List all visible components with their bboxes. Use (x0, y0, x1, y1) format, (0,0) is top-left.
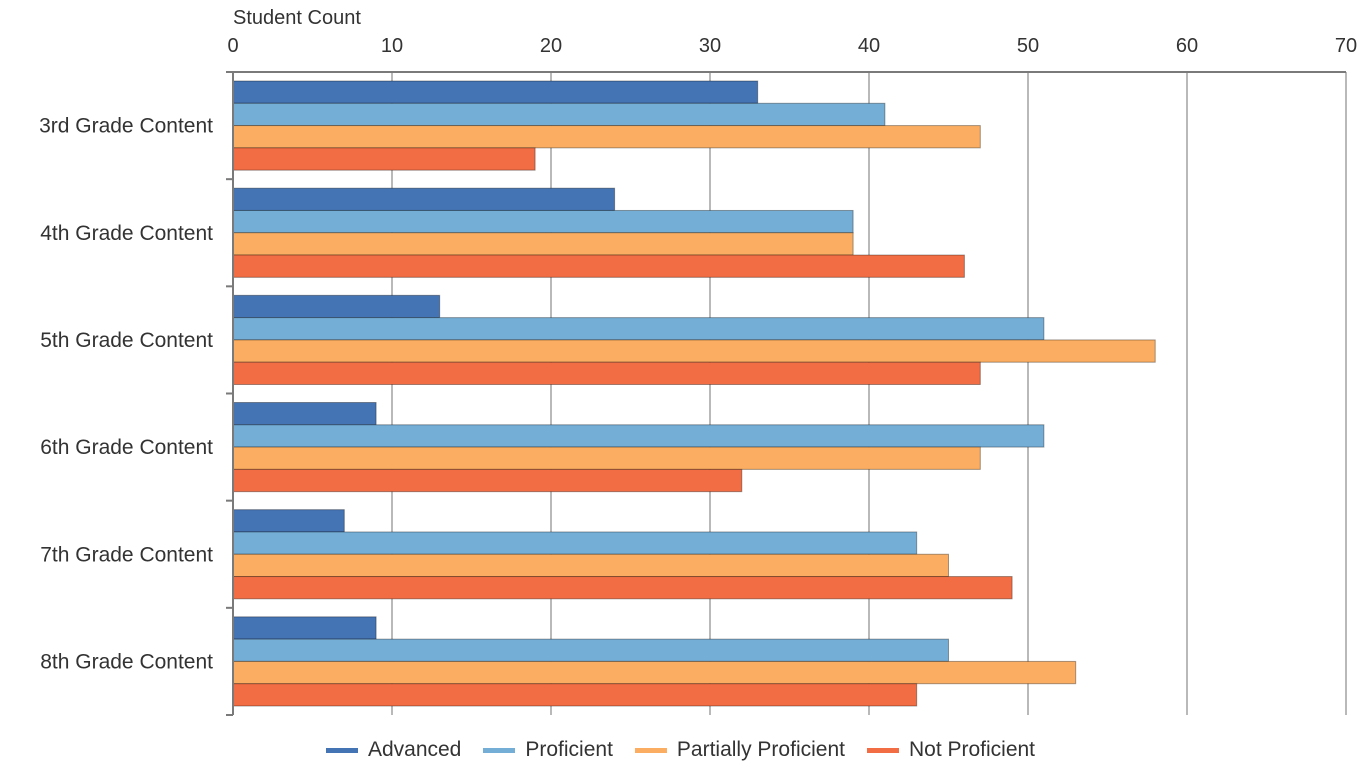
x-tick-label: 10 (381, 35, 403, 57)
bar (232, 468, 743, 493)
category-label: 5th Grade Content (40, 329, 213, 352)
x-tick-label: 50 (1017, 35, 1039, 57)
bar (232, 446, 981, 470)
bar (232, 553, 949, 578)
legend-item: Proficient (483, 738, 613, 762)
bar (232, 125, 981, 149)
legend-swatch (483, 747, 516, 753)
bar (232, 509, 345, 533)
bar (232, 616, 377, 640)
gridlines (391, 72, 1347, 715)
bar (232, 254, 965, 278)
bar (232, 232, 854, 256)
category-label: 7th Grade Content (40, 543, 213, 566)
legend-swatch (634, 747, 667, 753)
bar (232, 339, 1156, 363)
x-tick-label: 20 (540, 35, 562, 57)
x-axis-title: Student Count (233, 7, 361, 29)
bars (232, 80, 1156, 707)
x-tick-label: 70 (1335, 35, 1357, 57)
bar (232, 361, 981, 386)
bar (232, 294, 441, 319)
x-tick-labels: 0 10 20 30 40 50 60 70 (227, 35, 1357, 57)
bar (232, 317, 1045, 341)
bar (232, 80, 759, 104)
legend-swatch (866, 747, 899, 753)
category-label: 4th Grade Content (40, 222, 213, 245)
x-tick-label: 40 (858, 35, 880, 57)
bar (232, 576, 1013, 600)
bar (232, 531, 918, 555)
legend-label: Proficient (525, 738, 613, 761)
category-label: 3rd Grade Content (39, 115, 213, 138)
legend-label: Partially Proficient (676, 738, 845, 761)
legend-label: Not Proficient (908, 738, 1036, 761)
legend-item: Advanced (325, 738, 462, 762)
bar (232, 424, 1045, 448)
category-label: 6th Grade Content (40, 436, 213, 459)
category-labels: 3rd Grade Content 4th Grade Content 5th Gr… (39, 115, 213, 674)
bar (232, 660, 1077, 685)
legend-label: Advanced (367, 738, 462, 761)
legend-item: Partially Proficient (634, 738, 845, 762)
bar (232, 187, 616, 211)
bar (232, 638, 949, 662)
x-tick-label: 0 (227, 35, 238, 57)
legend: Advanced Proficient Partially Proficient No… (0, 736, 1361, 764)
x-tick-label: 60 (1176, 35, 1198, 57)
bar (232, 402, 377, 426)
legend-item: Not Proficient (866, 738, 1036, 762)
axes (226, 71, 1346, 716)
bar (232, 147, 536, 171)
legend-swatch (325, 747, 358, 753)
bar (232, 683, 918, 707)
x-tick-label: 30 (699, 35, 721, 57)
bar (232, 102, 886, 127)
bar (232, 209, 854, 234)
category-label: 8th Grade Content (40, 650, 213, 673)
